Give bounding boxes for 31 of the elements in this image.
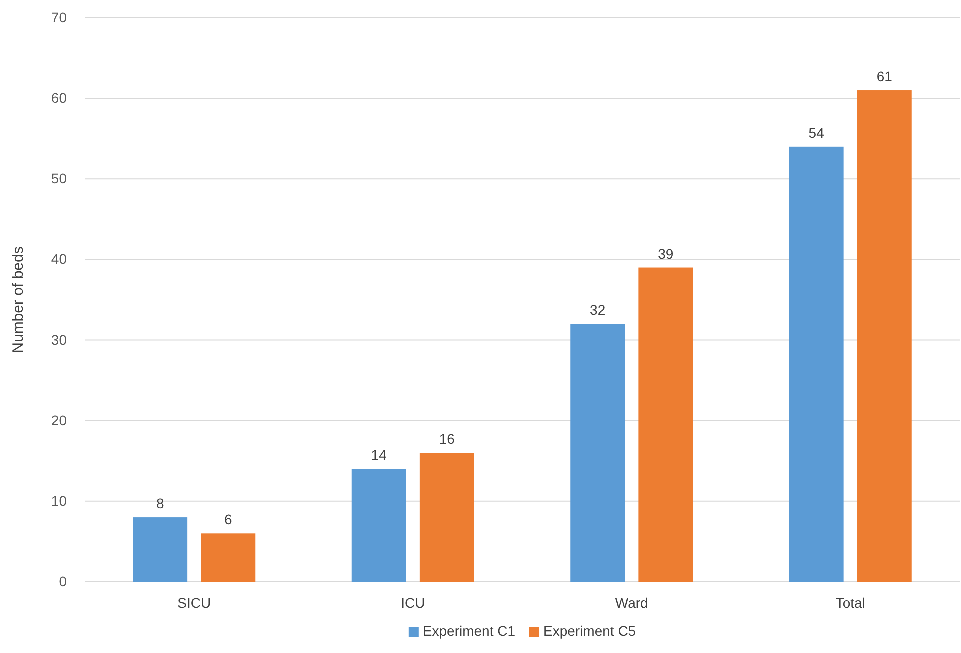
x-tick-label: Ward xyxy=(615,594,648,611)
data-label: 39 xyxy=(658,246,674,262)
data-label: 14 xyxy=(371,447,388,464)
x-tick-label: SICU xyxy=(178,594,212,611)
x-tick-label: Total xyxy=(836,594,866,611)
data-label: 32 xyxy=(590,302,606,318)
bar xyxy=(570,324,626,582)
y-axis-title: Number of beds xyxy=(10,246,27,354)
bar xyxy=(857,90,912,582)
y-tick-label: 0 xyxy=(59,573,68,590)
legend-label: Experiment C5 xyxy=(544,623,636,639)
y-tick-label: 70 xyxy=(51,9,68,26)
y-tick-label: 10 xyxy=(51,492,68,509)
y-tick-label: 40 xyxy=(51,251,68,268)
legend-label: Experiment C1 xyxy=(422,623,516,639)
data-label: 61 xyxy=(876,68,893,85)
bar xyxy=(638,268,694,582)
x-tick-label: ICU xyxy=(401,594,426,611)
bar xyxy=(420,453,474,582)
bar xyxy=(789,146,844,582)
bar xyxy=(352,469,406,582)
y-tick-label: 60 xyxy=(51,90,68,106)
bar xyxy=(201,534,256,582)
data-label: 54 xyxy=(808,124,825,141)
bar xyxy=(133,518,188,582)
y-tick-label: 30 xyxy=(51,332,68,348)
y-tick-label: 20 xyxy=(51,412,68,428)
data-label: 6 xyxy=(224,512,233,528)
data-label: 8 xyxy=(156,496,164,512)
y-tick-label: 50 xyxy=(51,170,68,187)
data-label: 16 xyxy=(439,431,456,448)
